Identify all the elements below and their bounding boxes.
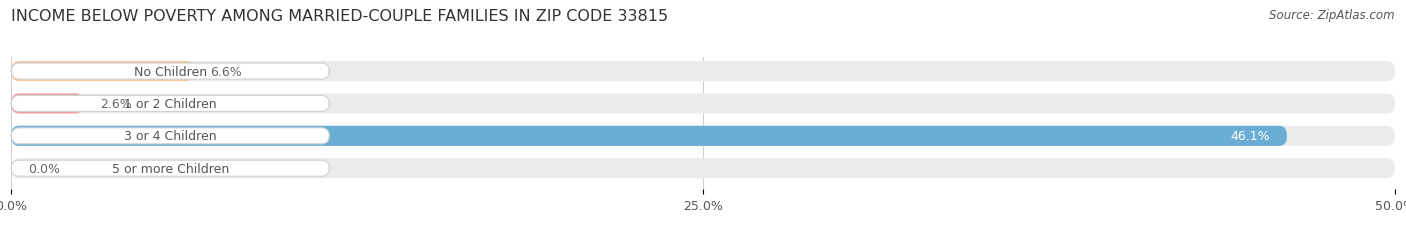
FancyBboxPatch shape <box>11 158 1395 179</box>
FancyBboxPatch shape <box>11 94 83 114</box>
Text: No Children: No Children <box>134 65 207 78</box>
FancyBboxPatch shape <box>11 96 329 112</box>
Text: Source: ZipAtlas.com: Source: ZipAtlas.com <box>1270 9 1395 22</box>
FancyBboxPatch shape <box>11 126 1395 146</box>
FancyBboxPatch shape <box>11 94 1395 114</box>
Text: 3 or 4 Children: 3 or 4 Children <box>124 130 217 143</box>
FancyBboxPatch shape <box>11 62 1395 82</box>
FancyBboxPatch shape <box>11 126 1286 146</box>
Text: INCOME BELOW POVERTY AMONG MARRIED-COUPLE FAMILIES IN ZIP CODE 33815: INCOME BELOW POVERTY AMONG MARRIED-COUPL… <box>11 9 668 24</box>
FancyBboxPatch shape <box>11 128 329 144</box>
Text: 1 or 2 Children: 1 or 2 Children <box>124 97 217 110</box>
FancyBboxPatch shape <box>11 161 329 176</box>
FancyBboxPatch shape <box>11 62 194 82</box>
FancyBboxPatch shape <box>11 64 329 80</box>
Text: 5 or more Children: 5 or more Children <box>111 162 229 175</box>
Text: 6.6%: 6.6% <box>211 65 242 78</box>
Text: 0.0%: 0.0% <box>28 162 60 175</box>
Text: 2.6%: 2.6% <box>100 97 132 110</box>
Text: 46.1%: 46.1% <box>1230 130 1270 143</box>
